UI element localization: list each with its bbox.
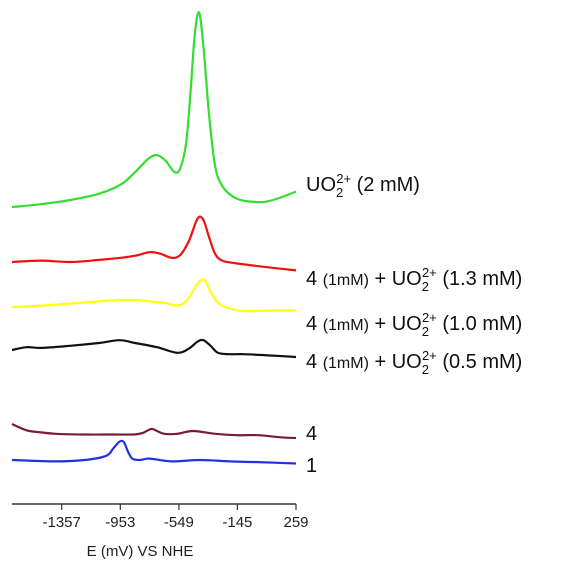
x-tick-label: 259 [283,514,308,531]
series-label-compound-1: 1 [306,455,317,477]
series-label-part: UO [306,174,336,196]
series-label-l4-uo2-1-3mm: 4 (1mM) + UO22+ (1.3 mM) [306,265,522,294]
series-label-part: + UO [369,351,422,373]
series-label-part: 4 [306,313,323,335]
series-label-part: (1mM) [323,272,369,289]
series-label-part: + UO [369,313,422,335]
series-label-part: 4 [306,268,323,290]
x-tick-label: -549 [164,514,194,531]
series-label-part: 2+ [422,310,437,325]
series-label-part: 2+ [336,171,351,186]
series-line-l4-uo2-0-5mm [11,338,297,359]
series-label-part: (2 mM) [351,174,420,196]
x-tick-label: -1357 [43,514,81,531]
series-label-part: 1 [306,455,317,477]
series-label-part: 4 [306,351,323,373]
series-label-part: 2 [336,185,343,200]
series-label-part: 2 [422,324,429,339]
x-axis-title: E (mV) VS NHE [87,543,194,560]
series-label-part: (0.5 mM) [437,351,523,373]
series-label-part: 2 [422,279,429,294]
series-label-part: (1mM) [323,355,369,372]
x-tick-label: -145 [222,514,252,531]
series-line-uo2-2mm [11,11,297,209]
series-label-part: 2 [422,362,429,377]
series-line-compound-1 [11,439,297,465]
series-label-part: 2+ [422,348,437,363]
x-tick-label: -953 [105,514,135,531]
series-label-part: (1.3 mM) [437,268,523,290]
series-line-l4-uo2-1-0mm [11,278,297,313]
series-label-part: 2+ [422,265,437,280]
series-label-l4-uo2-0-5mm: 4 (1mM) + UO22+ (0.5 mM) [306,348,522,377]
series-line-l4-uo2-1-3mm [11,215,297,272]
x-axis-ticks: -1357 -953 -549 -145 259 [43,504,309,531]
series-label-compound-4: 4 [306,423,317,445]
series-label-part: 4 [306,423,317,445]
series-labels: UO22+ (2 mM)4 (1mM) + UO22+ (1.3 mM)4 (1… [306,171,522,477]
series-label-uo2-2mm: UO22+ (2 mM) [306,171,420,200]
series-line-compound-4 [11,423,297,440]
series-label-part: + UO [369,268,422,290]
series-label-l4-uo2-1-0mm: 4 (1mM) + UO22+ (1.0 mM) [306,310,522,339]
series-label-part: (1mM) [323,317,369,334]
series-curves [11,11,297,465]
series-label-part: (1.0 mM) [437,313,523,335]
